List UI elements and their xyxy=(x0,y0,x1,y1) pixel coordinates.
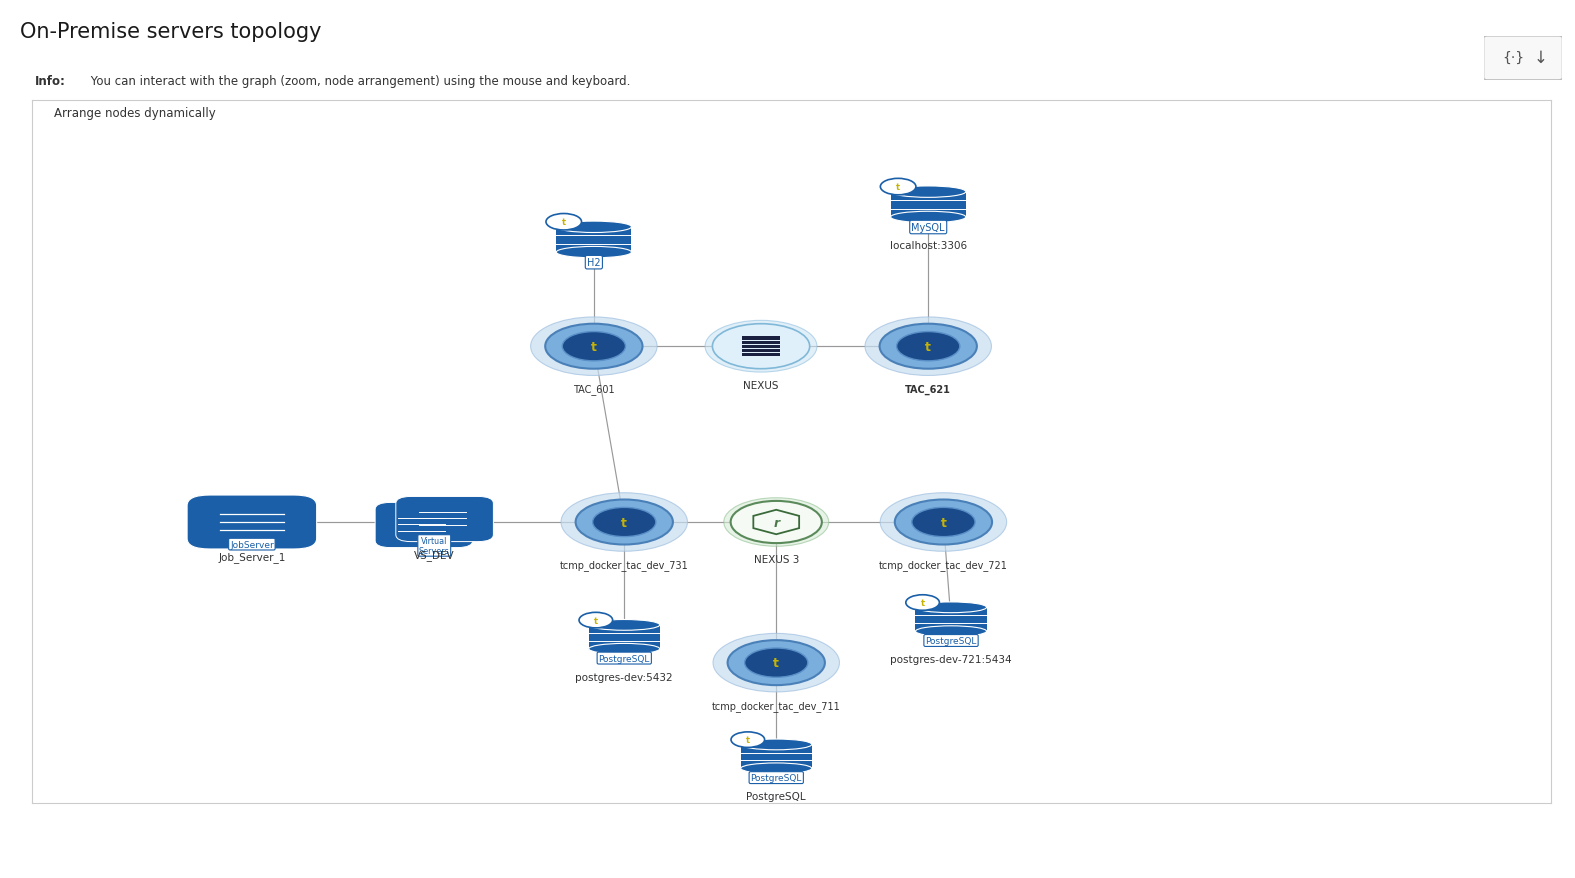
Text: Info:: Info: xyxy=(35,75,66,88)
Ellipse shape xyxy=(890,212,965,223)
FancyBboxPatch shape xyxy=(33,105,46,121)
Circle shape xyxy=(731,732,764,747)
FancyBboxPatch shape xyxy=(890,192,965,218)
Text: VS_DEV: VS_DEV xyxy=(414,550,455,561)
Circle shape xyxy=(745,648,808,678)
Text: Arrange nodes dynamically: Arrange nodes dynamically xyxy=(54,107,216,119)
Text: MySQL: MySQL xyxy=(912,223,945,233)
FancyBboxPatch shape xyxy=(742,337,781,340)
FancyBboxPatch shape xyxy=(915,608,986,631)
Ellipse shape xyxy=(740,763,811,774)
Text: t: t xyxy=(896,183,901,192)
Circle shape xyxy=(728,640,825,686)
Ellipse shape xyxy=(890,187,965,198)
Circle shape xyxy=(547,214,581,231)
Text: ↓: ↓ xyxy=(1534,49,1547,67)
FancyBboxPatch shape xyxy=(589,625,660,649)
Text: t: t xyxy=(562,218,565,227)
Circle shape xyxy=(724,498,828,547)
Circle shape xyxy=(896,332,959,362)
Circle shape xyxy=(545,324,643,370)
Ellipse shape xyxy=(589,620,660,630)
Text: t: t xyxy=(773,657,780,669)
Circle shape xyxy=(880,493,1006,551)
Circle shape xyxy=(895,500,992,545)
Circle shape xyxy=(562,332,625,362)
Circle shape xyxy=(713,634,839,692)
Circle shape xyxy=(731,501,822,543)
Text: PostgreSQL: PostgreSQL xyxy=(747,791,806,801)
Circle shape xyxy=(880,179,917,196)
FancyBboxPatch shape xyxy=(742,354,781,356)
Circle shape xyxy=(592,507,655,537)
Ellipse shape xyxy=(740,739,811,750)
Text: PostgreSQL: PostgreSQL xyxy=(926,637,976,645)
Text: NEXUS: NEXUS xyxy=(743,381,778,391)
FancyBboxPatch shape xyxy=(375,503,472,548)
Text: PostgreSQL: PostgreSQL xyxy=(598,654,650,663)
Text: {·}: {·} xyxy=(1503,51,1525,65)
FancyBboxPatch shape xyxy=(742,345,781,349)
Ellipse shape xyxy=(589,644,660,654)
Circle shape xyxy=(712,324,810,370)
Text: You can interact with the graph (zoom, node arrangement) using the mouse and key: You can interact with the graph (zoom, n… xyxy=(87,75,630,88)
Text: t: t xyxy=(591,341,597,353)
Text: TAC_601: TAC_601 xyxy=(573,384,614,395)
Ellipse shape xyxy=(556,222,632,234)
Ellipse shape xyxy=(556,247,632,258)
Text: r: r xyxy=(773,516,780,529)
Circle shape xyxy=(561,493,687,551)
FancyBboxPatch shape xyxy=(740,745,811,768)
Circle shape xyxy=(912,507,975,537)
Circle shape xyxy=(531,318,657,376)
FancyBboxPatch shape xyxy=(556,227,632,253)
Text: NEXUS 3: NEXUS 3 xyxy=(753,554,799,565)
Text: t: t xyxy=(621,516,627,529)
FancyBboxPatch shape xyxy=(1484,37,1562,81)
Text: t: t xyxy=(925,341,931,353)
Text: TAC_621: TAC_621 xyxy=(906,384,951,394)
Text: t: t xyxy=(920,598,925,608)
Text: tcmp_docker_tac_dev_721: tcmp_docker_tac_dev_721 xyxy=(879,559,1008,571)
FancyBboxPatch shape xyxy=(742,342,781,344)
Circle shape xyxy=(906,595,939,610)
Circle shape xyxy=(879,324,976,370)
Text: On-Premise servers topology: On-Premise servers topology xyxy=(20,22,321,42)
Text: t: t xyxy=(594,615,598,625)
Text: postgres-dev-721:5434: postgres-dev-721:5434 xyxy=(890,654,1011,664)
Circle shape xyxy=(575,500,673,545)
Circle shape xyxy=(580,613,613,628)
Text: H2: H2 xyxy=(587,258,600,268)
FancyBboxPatch shape xyxy=(742,349,781,352)
FancyBboxPatch shape xyxy=(395,497,493,542)
Text: JobServer: JobServer xyxy=(230,540,274,549)
FancyBboxPatch shape xyxy=(187,495,317,550)
Text: localhost:3306: localhost:3306 xyxy=(890,241,967,250)
Circle shape xyxy=(865,318,991,376)
Text: Job_Server_1: Job_Server_1 xyxy=(219,552,285,563)
Text: t: t xyxy=(940,516,947,529)
Ellipse shape xyxy=(915,602,986,613)
Text: t: t xyxy=(745,735,750,745)
Text: postgres-dev:5432: postgres-dev:5432 xyxy=(575,672,673,681)
Ellipse shape xyxy=(915,626,986,637)
Text: tcmp_docker_tac_dev_731: tcmp_docker_tac_dev_731 xyxy=(559,559,688,571)
Circle shape xyxy=(706,321,817,372)
Text: PostgreSQL: PostgreSQL xyxy=(751,774,802,782)
Text: Virtual
Servers: Virtual Servers xyxy=(419,536,449,556)
Text: tcmp_docker_tac_dev_711: tcmp_docker_tac_dev_711 xyxy=(712,700,841,711)
